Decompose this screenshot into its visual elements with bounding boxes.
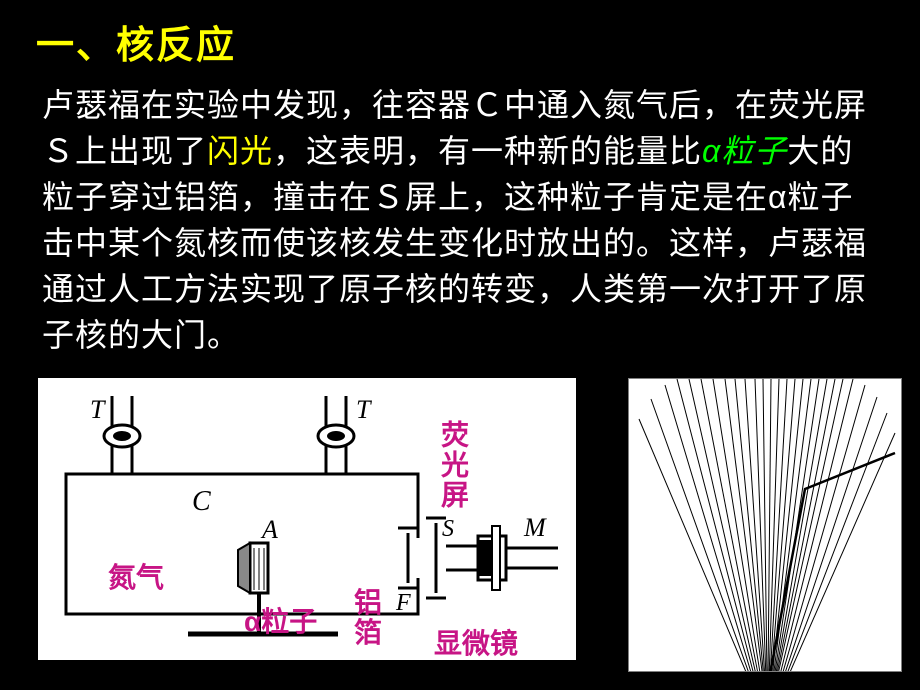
svg-text:A: A	[260, 515, 278, 544]
body-paragraph: 卢瑟福在实验中发现，往容器Ｃ中通入氮气后，在荧光屏Ｓ上出现了闪光，这表明，有一种…	[42, 82, 878, 358]
svg-text:T: T	[90, 395, 106, 424]
svg-text:M: M	[523, 513, 547, 542]
svg-text:F: F	[395, 590, 411, 616]
label-nitrogen: 氮气	[108, 556, 164, 596]
label-screen: 荧光屏	[433, 420, 473, 510]
label-alpha: α粒子	[244, 600, 317, 640]
label-foil: 铝箔	[354, 588, 388, 648]
track-svg	[629, 379, 902, 672]
svg-text:T: T	[356, 395, 372, 424]
apparatus-figure: T T C A S F M 荧光屏 氮气 α粒子 铝箔 显微镜	[38, 378, 576, 660]
section-header: 一、核反应	[28, 12, 588, 70]
section-title: 一、核反应	[36, 14, 236, 69]
svg-text:C: C	[192, 486, 211, 517]
body-segment-2: ，这表明，有一种新的能量比	[273, 133, 702, 169]
track-photo	[628, 378, 902, 672]
highlight-alpha: α粒子	[702, 133, 787, 169]
svg-text:S: S	[442, 516, 454, 542]
highlight-flash: 闪光	[207, 133, 273, 169]
label-microscope: 显微镜	[434, 622, 518, 662]
